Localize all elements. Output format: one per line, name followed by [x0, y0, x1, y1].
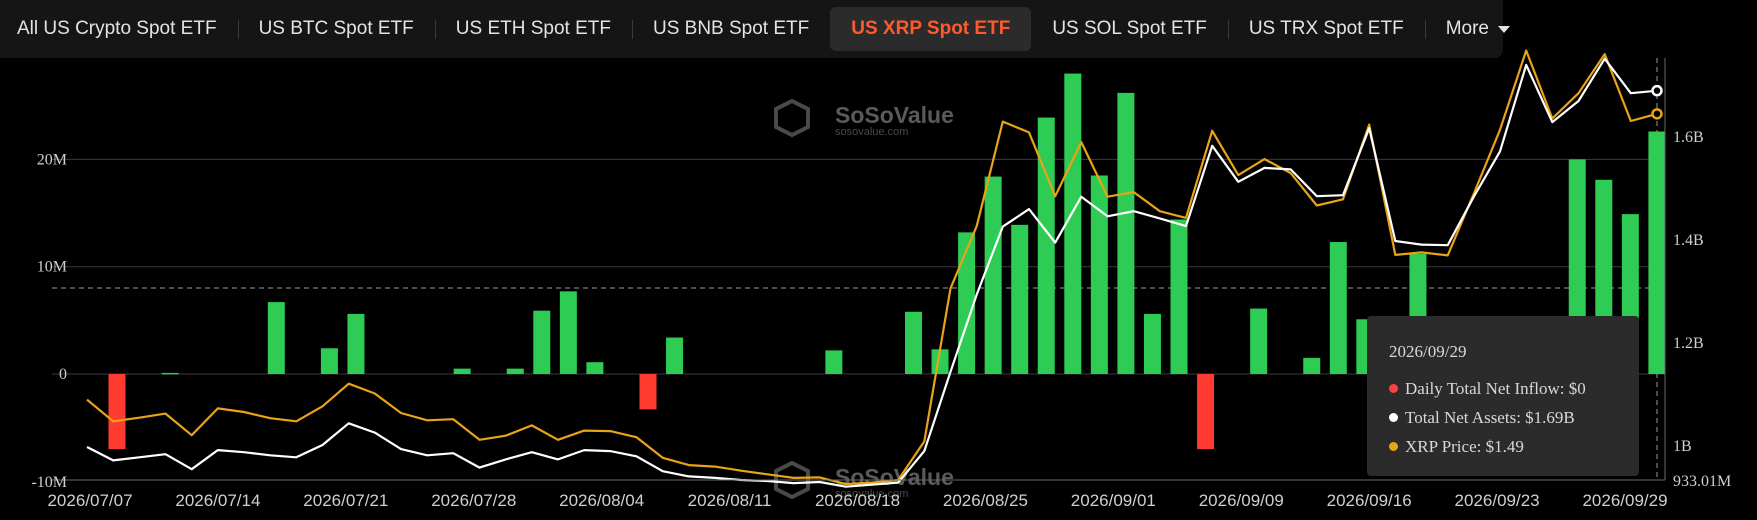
- tab-bnb[interactable]: US BNB Spot ETF: [631, 7, 830, 51]
- tab-all-crypto[interactable]: All US Crypto Spot ETF: [17, 18, 217, 39]
- watermark-brand: SoSoValue: [835, 102, 954, 128]
- x-tick-label: 2026/07/21: [303, 491, 388, 510]
- inflow-bar: [1117, 92, 1135, 375]
- price-dot-icon: [1389, 442, 1398, 451]
- left-tick-label: -10M: [31, 474, 67, 491]
- x-tick-label: 2026/09/29: [1582, 491, 1667, 510]
- tab-sol[interactable]: US SOL Spot ETF: [1052, 18, 1207, 39]
- inflow-bar: [666, 337, 684, 374]
- inflow-bar: [825, 350, 843, 374]
- total-net-assets-line: [86, 57, 1658, 488]
- tab-btc[interactable]: US BTC Spot ETF: [237, 7, 435, 51]
- outflow-bar: [108, 374, 126, 450]
- right-tick-label: 1.4B: [1673, 232, 1704, 249]
- chart-tooltip: 2026/09/29 Daily Total Net Inflow: $0 To…: [1367, 316, 1639, 476]
- left-tick-label: 10M: [37, 259, 67, 276]
- outflow-bar: [639, 374, 657, 410]
- tooltip-row-price: XRP Price: $1.49: [1389, 432, 1639, 461]
- right-tick-label: 1B: [1673, 438, 1692, 455]
- x-tick-label: 2026/09/23: [1455, 491, 1540, 510]
- line-series: [86, 49, 1663, 488]
- x-tick-label: 2026/08/04: [559, 491, 644, 510]
- right-tick-label: 933.01M: [1673, 473, 1731, 490]
- x-tick-label: 2026/07/28: [431, 491, 516, 510]
- left-tick-label: 20M: [37, 151, 67, 168]
- x-tick-label: 2026/07/07: [47, 491, 132, 510]
- tooltip-row-inflow: Daily Total Net Inflow: $0: [1389, 374, 1639, 403]
- x-tick-label: 2026/07/14: [175, 491, 260, 510]
- tab-eth[interactable]: US ETH Spot ETF: [434, 7, 632, 51]
- axes: 20M 10M 0 -10M 1.6B 1.4B 1.2B 1B 933.01M 2026/07/…: [31, 58, 1731, 510]
- inflow-bar: [958, 232, 976, 374]
- tab-xrp[interactable]: US XRP Spot ETF: [830, 7, 1032, 51]
- x-tick-label: 2026/09/16: [1327, 491, 1412, 510]
- inflow-bar: [1303, 357, 1321, 374]
- total-net-assets-line-marker: [1651, 84, 1663, 97]
- inflow-bar: [1170, 219, 1188, 374]
- inflow-bar: [905, 311, 922, 374]
- inflow-bar: [1090, 175, 1108, 374]
- inflow-bar: [267, 302, 285, 374]
- etf-tab-bar: All US Crypto Spot ETF US BTC Spot ETF U…: [0, 0, 1510, 58]
- watermark-site: sosovalue.com: [835, 126, 908, 138]
- inflow-bar: [559, 291, 577, 374]
- inflow-bar: [1648, 131, 1666, 374]
- x-tick-label: 2026/08/25: [943, 491, 1028, 510]
- inflow-bar: [161, 372, 179, 375]
- x-tick-label: 2026/09/09: [1199, 491, 1284, 510]
- xrp-price-line-marker: [1651, 108, 1663, 120]
- inflow-bar: [1329, 242, 1347, 374]
- inflow-bar: [1011, 224, 1029, 374]
- inflow-bar: [533, 310, 551, 374]
- inflow-bar: [347, 313, 365, 374]
- tooltip-price: XRP Price: $1.49: [1405, 436, 1524, 456]
- inflow-bar: [506, 368, 524, 374]
- inflow-dot-icon: [1389, 384, 1398, 393]
- inflow-bar: [1037, 117, 1055, 374]
- right-tick-label: 1.6B: [1673, 129, 1704, 146]
- inflow-bar: [586, 362, 604, 374]
- tooltip-row-assets: Total Net Assets: $1.69B: [1389, 403, 1639, 432]
- right-tick-label: 1.2B: [1673, 335, 1704, 352]
- inflow-bar: [1143, 313, 1161, 374]
- x-tick-label: 2026/08/11: [688, 491, 772, 510]
- more-label: More: [1445, 18, 1489, 39]
- inflow-bar: [320, 348, 338, 374]
- assets-dot-icon: [1389, 413, 1398, 422]
- xrp-price-line: [86, 49, 1658, 486]
- more-dropdown[interactable]: More: [1424, 7, 1531, 51]
- x-tick-label: 2026/08/18: [815, 491, 900, 510]
- inflow-bar: [453, 368, 471, 374]
- inflow-bar: [984, 176, 1002, 374]
- watermarks: SoSoValuesosovalue.comSoSoValuesosovalue…: [774, 98, 954, 500]
- outflow-bar: [1197, 374, 1215, 450]
- tooltip-assets: Total Net Assets: $1.69B: [1405, 407, 1575, 427]
- watermark-site: sosovalue.com: [835, 488, 908, 500]
- x-tick-label: 2026/09/01: [1071, 491, 1156, 510]
- chevron-down-icon: [1497, 25, 1510, 33]
- left-tick-label: 0: [59, 366, 67, 383]
- sosovalue-logo-icon: [774, 460, 810, 500]
- sosovalue-logo-icon: [774, 98, 810, 138]
- inflow-bar: [1250, 308, 1268, 374]
- tab-trx[interactable]: US TRX Spot ETF: [1227, 7, 1425, 51]
- tooltip-inflow: Daily Total Net Inflow: $0: [1405, 378, 1586, 398]
- tooltip-date: 2026/09/29: [1389, 342, 1467, 361]
